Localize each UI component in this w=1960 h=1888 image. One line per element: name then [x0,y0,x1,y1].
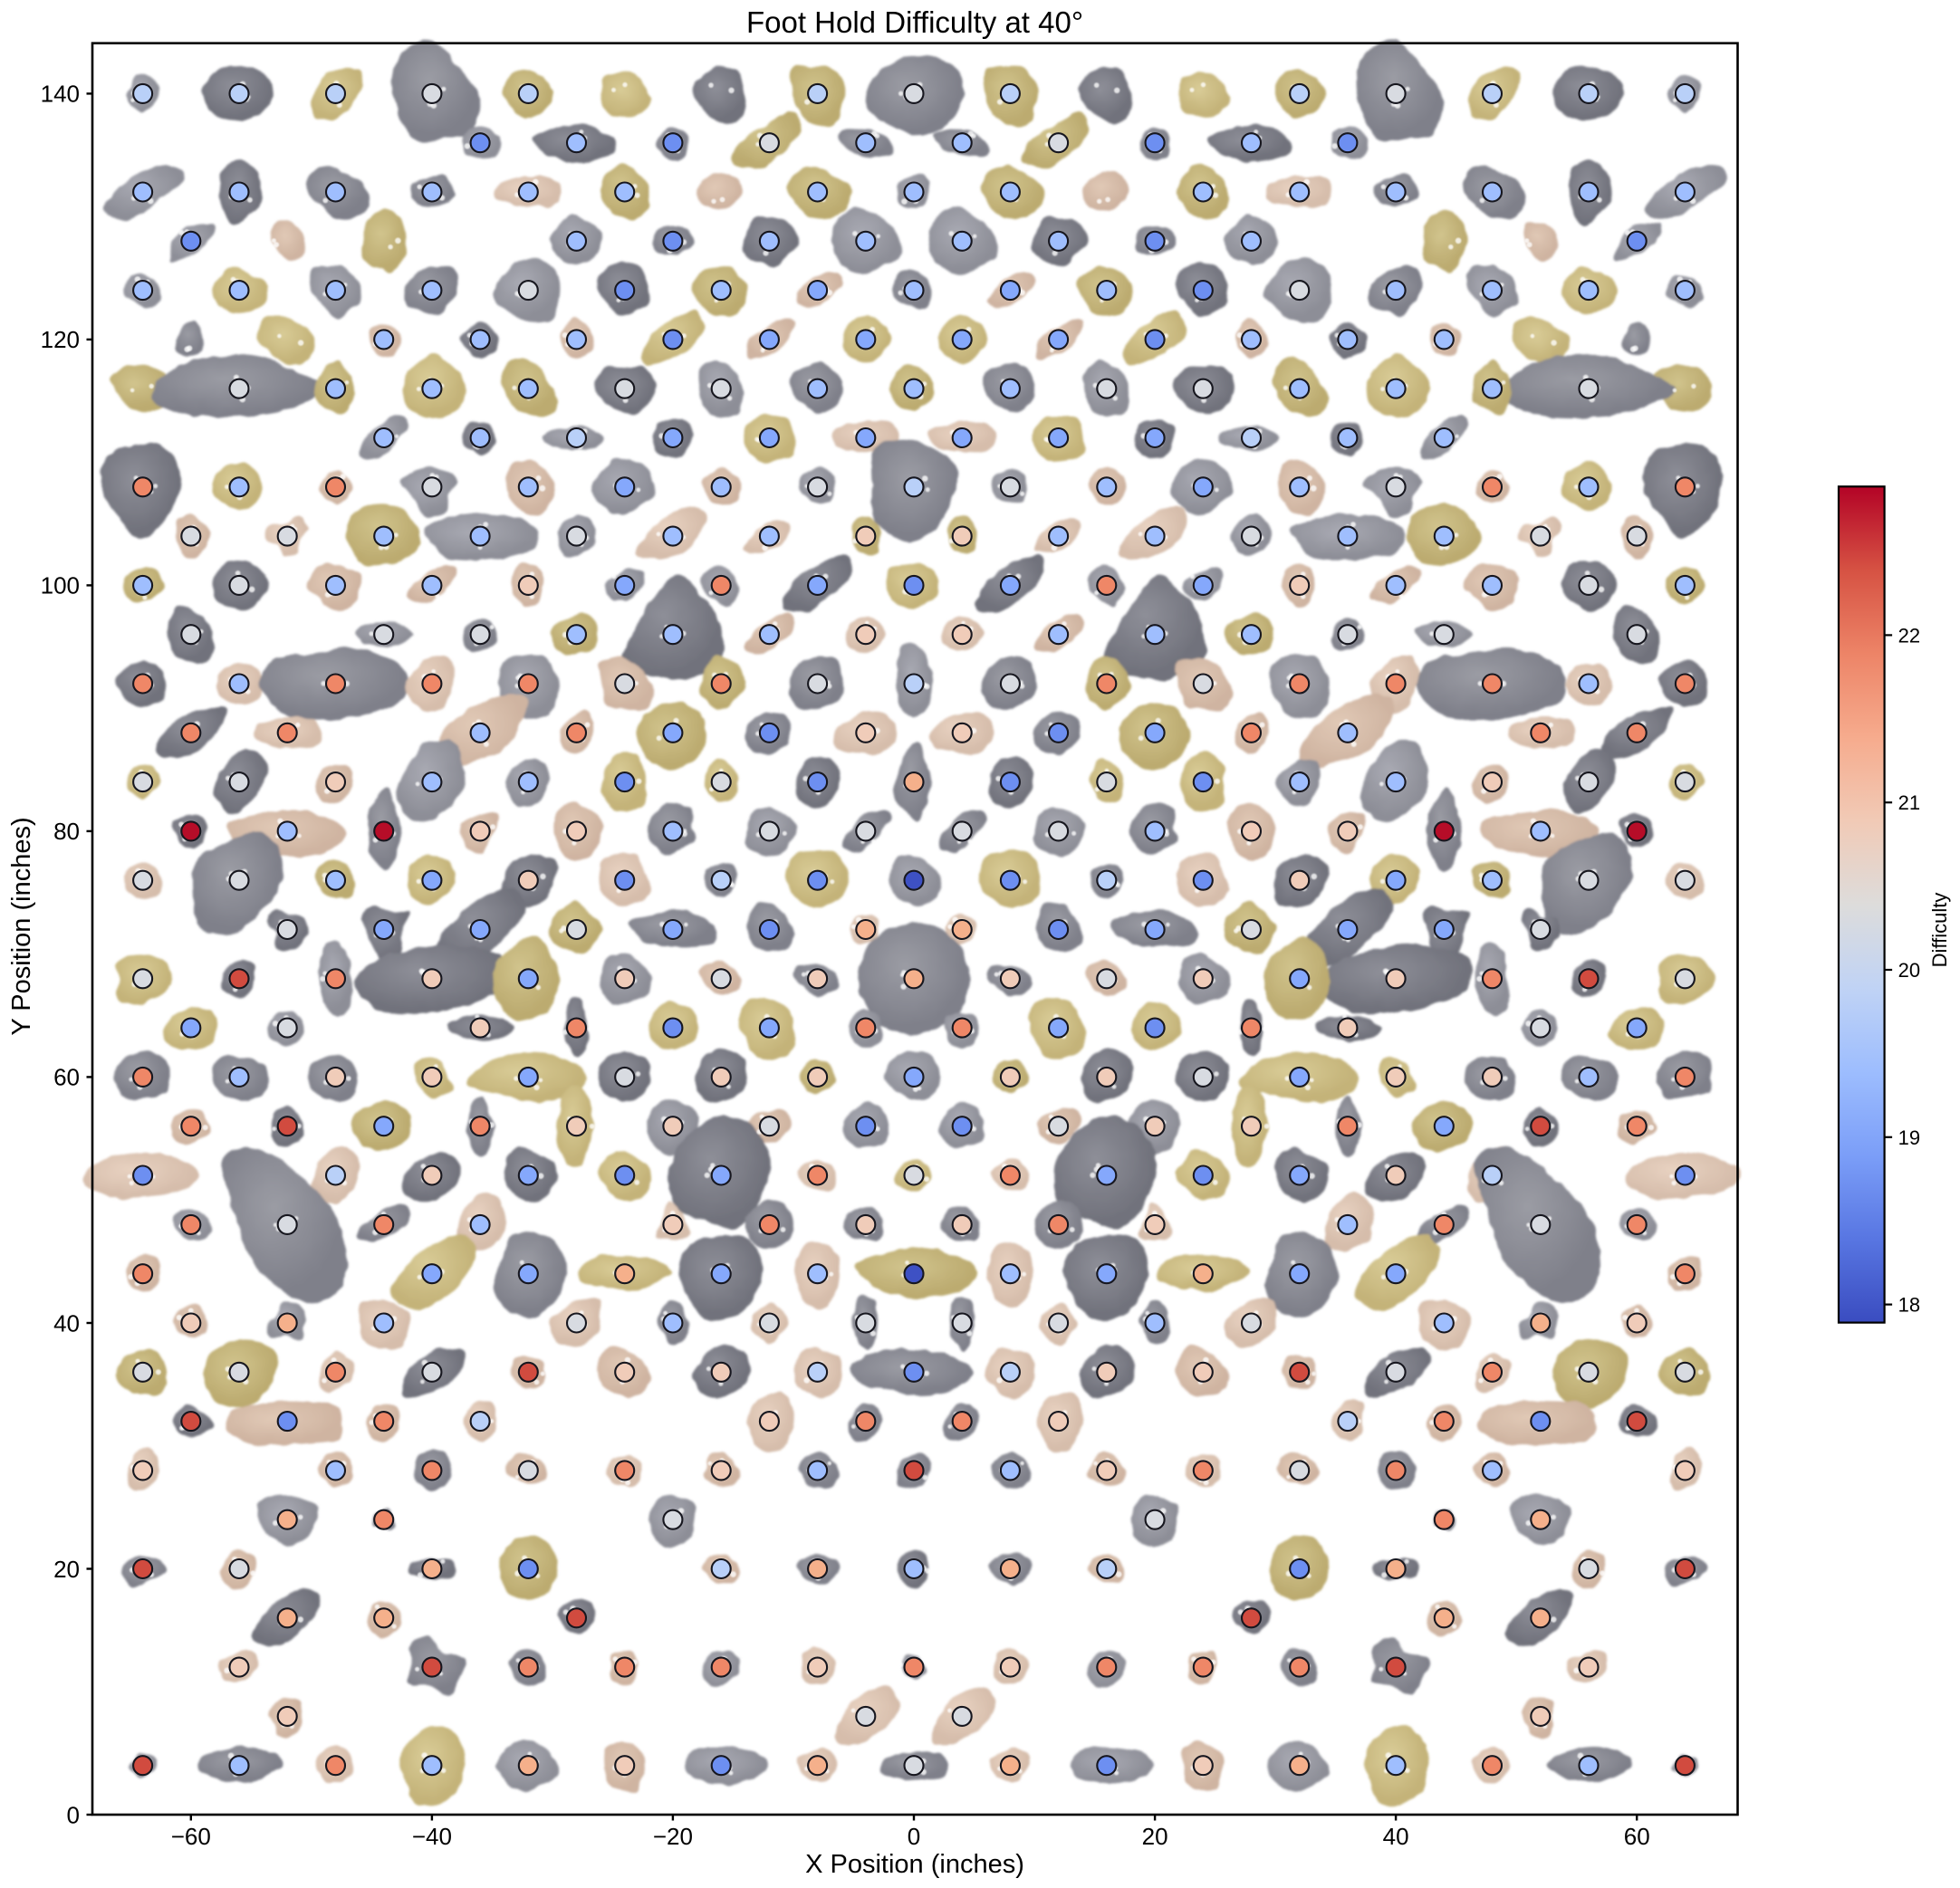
svg-text:40: 40 [1383,1823,1409,1850]
svg-text:21: 21 [1898,791,1920,814]
svg-text:40: 40 [53,1309,80,1337]
svg-text:22: 22 [1898,624,1920,647]
svg-text:60: 60 [53,1064,80,1091]
svg-text:18: 18 [1898,1294,1920,1317]
svg-text:120: 120 [41,326,80,353]
svg-text:Foot Hold Difficulty at 40°: Foot Hold Difficulty at 40° [746,5,1083,39]
svg-text:X Position (inches): X Position (inches) [805,1850,1024,1879]
svg-text:0: 0 [908,1823,920,1850]
svg-text:Difficulty: Difficulty [1928,893,1951,968]
svg-text:−60: −60 [171,1823,211,1850]
svg-text:20: 20 [1898,959,1920,982]
svg-text:60: 60 [1624,1823,1650,1850]
svg-text:Y Position (inches): Y Position (inches) [7,817,36,1035]
svg-text:19: 19 [1898,1126,1920,1149]
svg-text:100: 100 [41,572,80,599]
svg-text:−20: −20 [653,1823,693,1850]
svg-text:140: 140 [41,81,80,108]
svg-text:20: 20 [1142,1823,1168,1850]
svg-text:20: 20 [53,1556,80,1583]
svg-text:0: 0 [67,1801,80,1828]
svg-text:−40: −40 [412,1823,452,1850]
svg-text:80: 80 [53,818,80,845]
